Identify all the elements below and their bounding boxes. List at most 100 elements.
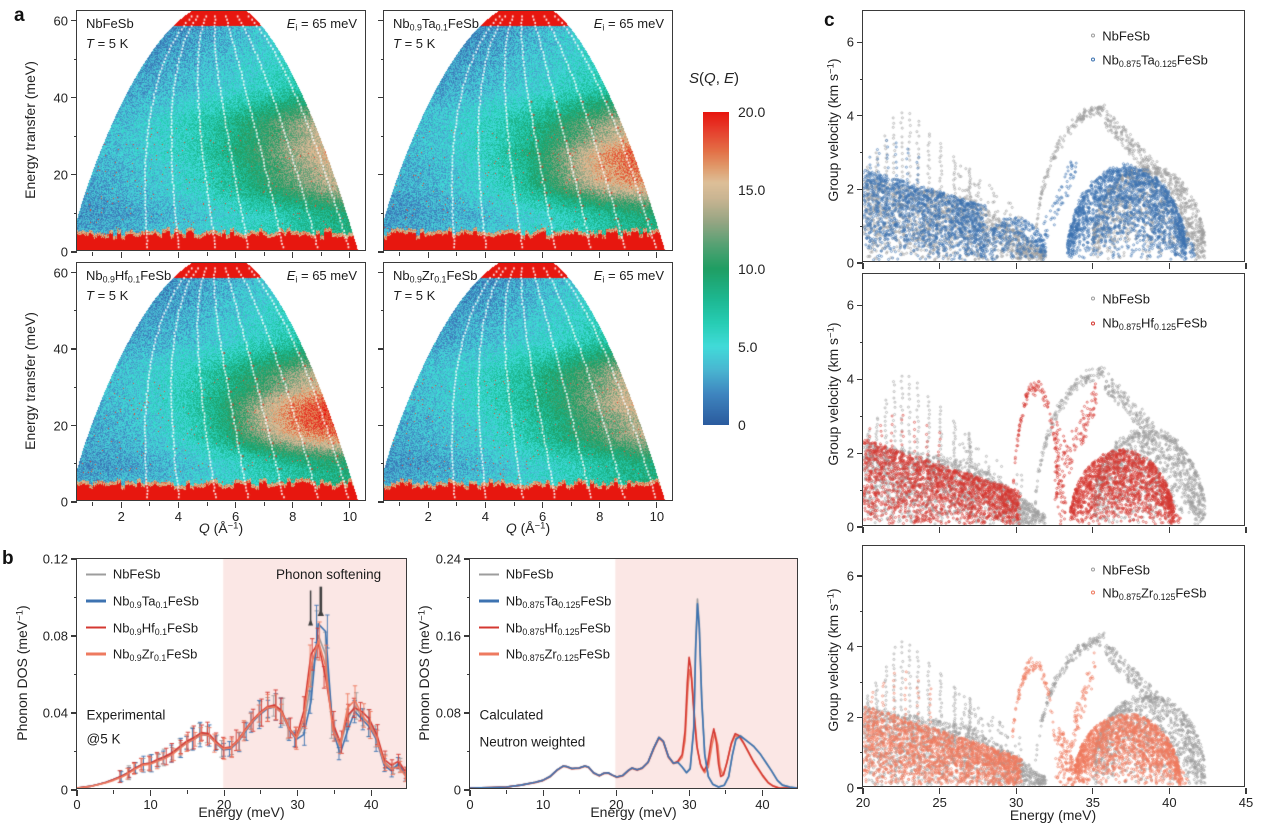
y-minor-tick xyxy=(73,310,77,312)
text-segment: Phonon DOS (meV xyxy=(416,620,432,741)
y-tick xyxy=(71,789,77,791)
panel-a-label: a xyxy=(14,5,25,26)
text-segment: 0.125 xyxy=(1153,322,1177,333)
text-segment: 0.125 xyxy=(556,653,579,664)
y-minor-tick xyxy=(380,58,384,60)
heatmap-canvas xyxy=(77,263,365,500)
text-segment: 0.9 xyxy=(409,22,422,33)
x-tick xyxy=(469,790,471,796)
note-1: Neutron weighted xyxy=(479,734,586,750)
panel-a-xlabel-right: Q (Å−1) xyxy=(506,520,550,536)
text-segment: = 5 K xyxy=(93,36,129,51)
y-tick xyxy=(857,262,863,264)
text-segment: 0.125 xyxy=(1154,58,1177,69)
legend-label: Nb0.875Ta0.125FeSb xyxy=(1102,52,1208,69)
text-segment: T xyxy=(86,288,94,303)
x-tick-label: 8 xyxy=(596,509,604,524)
legend-item-red: Nb0.9Hf0.1FeSb xyxy=(85,620,198,637)
x-tick xyxy=(542,790,544,796)
x-tick xyxy=(656,502,658,508)
text-segment: 0.1 xyxy=(435,22,448,33)
y-tick xyxy=(378,251,384,253)
x-tick xyxy=(1168,788,1170,794)
legend-item-blue: Nb0.9Ta0.1FeSb xyxy=(85,593,199,610)
y-minor-tick xyxy=(380,310,384,312)
x-tick-label: 30 xyxy=(682,797,697,812)
panel-b-xlabel-0: Energy (meV) xyxy=(198,804,284,820)
x-tick xyxy=(223,790,225,796)
text-segment: ) xyxy=(545,520,551,536)
text-segment: = 65 meV xyxy=(297,16,357,31)
text-segment: Zr xyxy=(544,646,557,662)
legend-dot-marker xyxy=(1091,296,1096,301)
y-tick-label: 6 xyxy=(846,34,854,50)
text-segment: Nb xyxy=(112,620,130,636)
text-segment: 0.1 xyxy=(155,599,168,610)
x-tick-label: 40 xyxy=(1162,795,1177,810)
panel-c-xlabel: Energy (meV) xyxy=(1010,807,1096,823)
x-tick-label: 4 xyxy=(481,509,490,524)
text-segment: = 65 meV xyxy=(297,268,357,283)
legend-dot-marker xyxy=(1091,321,1096,326)
text-segment: S xyxy=(689,70,700,87)
text-segment: −1 xyxy=(227,520,239,532)
y-tick xyxy=(71,424,77,427)
text-segment: −1 xyxy=(825,63,837,74)
x-minor-tick xyxy=(725,790,727,794)
x-tick xyxy=(599,252,601,258)
text-segment: FeSb xyxy=(578,646,610,662)
text-segment: Hf xyxy=(141,620,155,636)
text-segment: ) xyxy=(416,605,432,610)
y-tick-label: 0 xyxy=(846,255,854,271)
text-segment: Nb xyxy=(1102,585,1119,601)
text-segment: ) xyxy=(14,605,30,610)
note-0: Experimental xyxy=(86,707,166,723)
text-segment: Nb xyxy=(1102,52,1119,68)
x-minor-tick xyxy=(149,502,151,506)
y-tick xyxy=(464,635,470,637)
legend-dot-marker xyxy=(1091,57,1096,62)
x-tick-label: 6 xyxy=(538,509,547,524)
dos-plot-1: 0 10 20 30 40 0 0.08 0.16 0.24 Calculated Neutron … xyxy=(436,552,798,812)
text-segment: 0.875 xyxy=(522,626,545,637)
y-tick-label: 0 xyxy=(453,782,461,798)
text-segment: Energy transfer (meV) xyxy=(22,61,38,199)
x-tick xyxy=(427,252,429,258)
x-tick-label: 8 xyxy=(289,509,297,524)
text-segment: (Å xyxy=(516,520,535,536)
panel-a-ylabel-bottom-text: Energy transfer (meV) xyxy=(22,312,38,450)
y-minor-tick xyxy=(73,58,77,60)
temperature-label: T = 5 K xyxy=(86,36,129,52)
y-tick xyxy=(378,501,384,503)
temperature-label: T = 5 K xyxy=(86,288,128,304)
text-segment: = 5 K xyxy=(400,288,436,303)
y-tick xyxy=(378,424,384,427)
text-segment: −1 xyxy=(14,609,26,621)
y-tick xyxy=(378,20,384,22)
y-tick xyxy=(71,635,77,637)
text-segment: (Å xyxy=(209,520,228,536)
x-minor-tick xyxy=(652,790,654,794)
y-minor-tick xyxy=(73,751,77,752)
legend-item-salmon: Nb0.9Zr0.1FeSb xyxy=(85,647,197,662)
x-minor-tick xyxy=(570,252,572,256)
dos-canvas xyxy=(77,559,406,788)
x-tick xyxy=(484,252,487,258)
y-tick xyxy=(857,716,863,718)
y-minor-tick xyxy=(73,212,77,214)
x-tick-label: 30 xyxy=(1008,795,1024,810)
heatmap-plot-2: 2 4 6 8 10 0 20 40 60 Nb0.9Hf0.1FeSb T = 5 K Ei = 6… xyxy=(54,262,366,524)
y-tick-label: 0 xyxy=(846,519,854,535)
text-segment: 0.9 xyxy=(129,626,142,637)
legend-label: Nb0.9Hf0.1FeSb xyxy=(112,620,198,637)
x-tick xyxy=(120,252,122,258)
text-segment: T xyxy=(393,288,401,303)
text-segment: Ta xyxy=(544,593,559,609)
text-segment: ) xyxy=(825,588,841,594)
legend-label: Nb0.875Zr0.125FeSb xyxy=(506,646,610,664)
temperature-label: T = 5 K xyxy=(393,36,435,52)
y-tick-label: 2 xyxy=(846,445,854,461)
y-minor-tick xyxy=(859,489,863,491)
y-minor-tick xyxy=(859,681,863,683)
